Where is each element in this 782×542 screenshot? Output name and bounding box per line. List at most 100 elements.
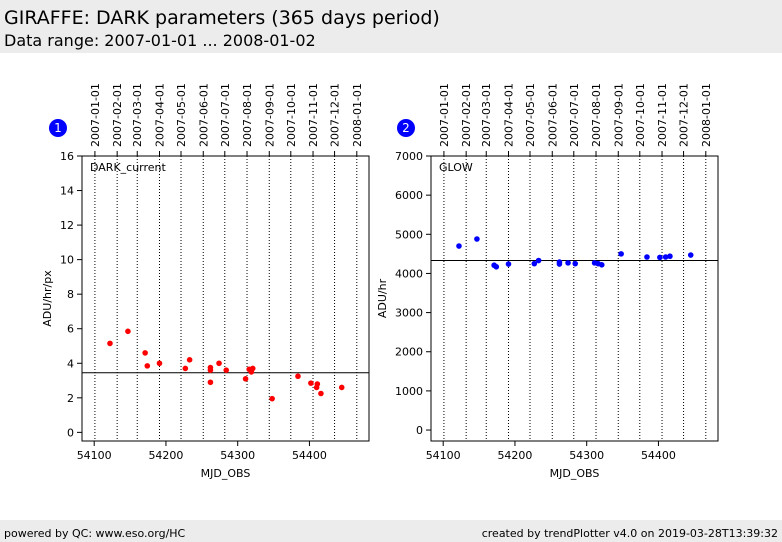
date-tick-label: 2007-10-01 bbox=[285, 83, 298, 147]
x-tick-label: 54200 bbox=[148, 449, 183, 462]
data-point bbox=[295, 373, 301, 380]
y-tick-label: 4000 bbox=[395, 267, 423, 280]
x-axis-label: MJD_OBS bbox=[550, 467, 600, 480]
y-tick-label: 10 bbox=[60, 254, 74, 267]
data-point bbox=[657, 254, 663, 261]
data-point bbox=[125, 328, 131, 335]
data-point bbox=[182, 365, 189, 372]
date-tick-label: 2007-11-01 bbox=[656, 83, 669, 147]
data-point bbox=[556, 261, 563, 267]
chart-badge-circle bbox=[49, 119, 67, 137]
date-tick-label: 2007-06-01 bbox=[197, 83, 210, 147]
y-tick-label: 2 bbox=[67, 392, 74, 405]
data-point bbox=[216, 360, 222, 367]
date-tick-label: 2007-07-01 bbox=[568, 83, 581, 147]
data-point bbox=[314, 381, 321, 387]
dark-current-chart: 1 2007-01-01 2007-02-01 2007-03-01 2007-04-0… bbox=[41, 83, 370, 480]
glow-chart: 2 2007-01-01 2007-02-01 2007-03-01 2007-04-0… bbox=[376, 83, 719, 480]
y-tick-label: 16 bbox=[60, 150, 74, 163]
date-tick-label: 2007-04-01 bbox=[502, 83, 515, 147]
x-tick-label: 54400 bbox=[641, 449, 676, 462]
y-axis-label: ADU/hr bbox=[376, 278, 389, 318]
date-tick-label: 2007-08-01 bbox=[241, 83, 254, 147]
x-tick-label: 54100 bbox=[77, 449, 112, 462]
y-tick-label: 8 bbox=[67, 288, 74, 301]
data-point bbox=[308, 380, 314, 386]
data-range-subtitle: Data range: 2007-01-01 ... 2008-01-02 bbox=[4, 31, 316, 50]
data-point bbox=[531, 260, 538, 267]
data-point bbox=[662, 254, 669, 260]
data-point bbox=[207, 379, 214, 386]
x-tick-label: 54400 bbox=[292, 449, 327, 462]
date-tick-label: 2007-05-01 bbox=[175, 83, 188, 147]
data-point bbox=[207, 364, 214, 371]
data-point bbox=[505, 261, 512, 267]
y-tick-label: 7000 bbox=[395, 150, 423, 163]
data-point bbox=[565, 260, 571, 266]
data-point bbox=[644, 254, 650, 260]
footer-powered-by: powered by QC: www.eso.org/HC bbox=[4, 527, 186, 540]
y-tick-label: 1000 bbox=[395, 385, 423, 398]
date-tick-label: 2007-12-01 bbox=[329, 83, 342, 147]
report-footer: powered by QC: www.eso.org/HC created by… bbox=[0, 520, 782, 542]
date-tick-label: 2008-01-01 bbox=[351, 83, 364, 147]
data-point bbox=[223, 367, 230, 373]
x-tick-label: 54300 bbox=[569, 449, 604, 462]
date-tick-label: 2007-12-01 bbox=[678, 83, 691, 147]
page-title: GIRAFFE: DARK parameters (365 days perio… bbox=[4, 7, 440, 29]
date-tick-label: 2007-05-01 bbox=[524, 83, 537, 147]
y-tick-label: 3000 bbox=[395, 307, 423, 320]
plot-frame bbox=[430, 155, 719, 442]
y-tick-label: 2000 bbox=[395, 346, 423, 359]
x-tick-label: 54200 bbox=[497, 449, 532, 462]
data-point bbox=[572, 260, 579, 267]
date-tick-label: 2007-07-01 bbox=[219, 83, 232, 147]
y-tick-label: 0 bbox=[416, 424, 423, 437]
date-tick-label: 2007-01-01 bbox=[438, 83, 451, 147]
date-tick-label: 2007-02-01 bbox=[460, 83, 473, 147]
y-tick-label: 0 bbox=[67, 426, 74, 439]
date-tick-label: 2007-10-01 bbox=[634, 83, 647, 147]
y-tick-label: 12 bbox=[60, 219, 74, 232]
report-header: GIRAFFE: DARK parameters (365 days perio… bbox=[0, 0, 782, 53]
data-point bbox=[456, 243, 462, 249]
data-point bbox=[144, 363, 151, 369]
date-tick-label: 2007-01-01 bbox=[89, 83, 102, 147]
date-tick-label: 2007-04-01 bbox=[153, 83, 166, 147]
x-tick-label: 54100 bbox=[426, 449, 461, 462]
chart-badge-number: 1 bbox=[54, 121, 62, 135]
data-point bbox=[493, 263, 500, 270]
date-tick-label: 2007-02-01 bbox=[111, 83, 124, 147]
date-tick-label: 2007-09-01 bbox=[612, 83, 625, 147]
date-tick-label: 2007-03-01 bbox=[480, 83, 493, 147]
data-point bbox=[186, 357, 193, 363]
y-tick-label: 6 bbox=[67, 323, 74, 336]
footer-created-by: created by trendPlotter v4.0 on 2019-03-… bbox=[481, 527, 778, 540]
data-point bbox=[338, 384, 345, 391]
date-tick-label: 2007-11-01 bbox=[307, 83, 320, 147]
y-tick-label: 4 bbox=[67, 357, 74, 370]
data-point bbox=[142, 350, 148, 356]
plot-frame bbox=[81, 155, 370, 442]
date-tick-label: 2007-03-01 bbox=[131, 83, 144, 147]
data-point bbox=[687, 252, 694, 258]
data-point bbox=[249, 365, 256, 372]
plot-title: DARK_current bbox=[90, 161, 167, 174]
data-point bbox=[107, 340, 113, 347]
data-point bbox=[618, 251, 624, 257]
date-tick-label: 2007-06-01 bbox=[546, 83, 559, 147]
data-point bbox=[474, 236, 480, 242]
data-point bbox=[535, 257, 542, 264]
chart-badge-number: 2 bbox=[402, 121, 410, 135]
data-point bbox=[269, 395, 275, 402]
data-point bbox=[156, 360, 163, 367]
data-point bbox=[598, 262, 605, 268]
x-axis-label: MJD_OBS bbox=[201, 467, 251, 480]
date-tick-label: 2007-08-01 bbox=[590, 83, 603, 147]
y-axis-label: ADU/hr/px bbox=[41, 270, 54, 327]
data-point bbox=[242, 376, 249, 382]
y-tick-label: 6000 bbox=[395, 189, 423, 202]
y-tick-label: 14 bbox=[60, 185, 74, 198]
plot-title: GLOW bbox=[439, 161, 473, 174]
date-tick-label: 2008-01-01 bbox=[700, 83, 713, 147]
